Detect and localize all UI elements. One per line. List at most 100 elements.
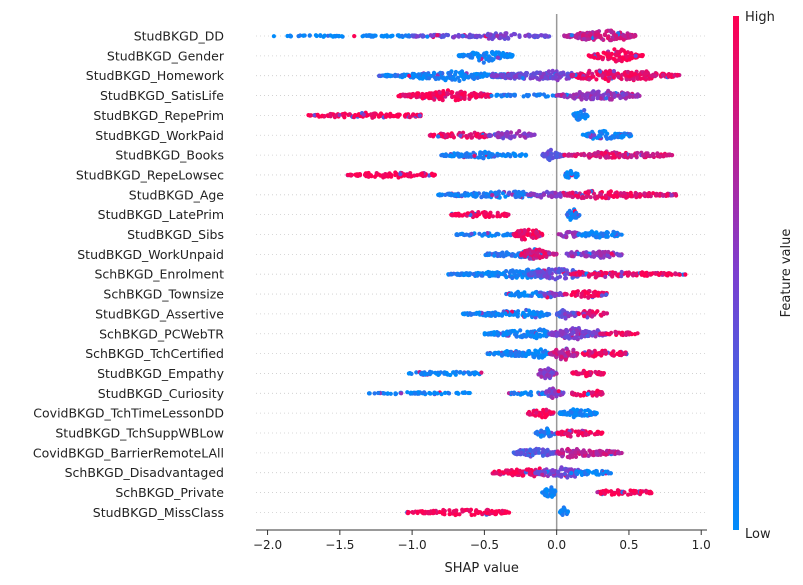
shap-dot xyxy=(615,49,620,55)
shap-dot xyxy=(384,172,390,177)
feature-row-dots xyxy=(482,326,640,342)
shap-dot xyxy=(494,311,499,316)
shap-dot xyxy=(386,113,392,118)
shap-dot xyxy=(585,231,590,236)
shap-dot xyxy=(559,447,565,452)
shap-dot xyxy=(415,91,420,97)
shap-dot xyxy=(584,413,589,418)
shap-dot xyxy=(627,271,632,276)
shap-dot xyxy=(560,454,565,459)
shap-dot xyxy=(641,153,646,158)
feature-row-dots xyxy=(306,108,590,122)
shap-dot xyxy=(521,310,526,315)
shap-dot xyxy=(590,90,595,95)
shap-dot xyxy=(380,173,385,178)
shap-dot xyxy=(639,53,645,58)
shap-dot xyxy=(474,71,479,77)
shap-dot xyxy=(576,194,581,199)
shap-dot xyxy=(536,355,542,360)
shap-dot xyxy=(489,153,494,158)
shap-dot xyxy=(542,329,548,334)
shap-dot xyxy=(468,52,473,57)
shap-dot xyxy=(403,112,408,117)
shap-dot xyxy=(587,189,592,194)
shap-dot xyxy=(503,331,509,336)
shap-dot xyxy=(563,431,568,436)
shap-dot xyxy=(396,175,401,180)
shap-dot xyxy=(559,233,564,238)
shap-dot xyxy=(629,55,635,61)
shap-dot xyxy=(592,55,597,60)
shap-dot xyxy=(569,453,574,458)
shap-dot xyxy=(529,270,534,275)
shap-dot xyxy=(538,434,544,439)
shap-dot xyxy=(339,34,344,39)
shap-dot xyxy=(613,131,618,136)
shap-dot xyxy=(438,70,443,75)
shap-dot xyxy=(540,453,546,458)
shap-dot xyxy=(427,390,432,396)
shap-dot xyxy=(435,33,440,38)
shap-dot xyxy=(383,72,388,78)
shap-dot xyxy=(456,53,461,58)
shap-dot xyxy=(559,350,564,355)
shap-dot xyxy=(510,275,515,281)
shap-dot xyxy=(602,33,608,38)
shap-dot xyxy=(478,155,483,160)
feature-row-dots xyxy=(485,346,629,362)
shap-dot xyxy=(576,311,581,316)
shap-dot xyxy=(479,370,484,375)
shap-dot xyxy=(595,309,600,314)
shap-dot xyxy=(461,77,466,82)
shap-dot xyxy=(497,50,502,56)
shap-dot xyxy=(538,33,544,38)
shap-dot xyxy=(608,189,614,194)
shap-dot xyxy=(455,390,460,395)
shap-dot xyxy=(483,133,488,138)
shap-dot xyxy=(526,133,531,138)
shap-dot xyxy=(579,411,584,416)
shap-dot xyxy=(497,195,502,200)
shap-dot xyxy=(540,429,545,434)
shap-dot xyxy=(513,189,518,194)
shap-dot xyxy=(558,71,563,76)
feature-row-dots xyxy=(366,386,605,400)
shap-dot xyxy=(288,34,293,39)
shap-dot xyxy=(474,191,479,196)
shap-dot xyxy=(594,330,599,336)
shap-dot xyxy=(597,133,602,138)
shap-dot xyxy=(458,272,463,277)
shap-dot xyxy=(600,331,605,337)
shap-dot xyxy=(595,271,601,276)
shap-dot xyxy=(474,132,479,137)
shap-dot xyxy=(624,332,629,337)
shap-dot xyxy=(503,311,508,316)
shap-dot xyxy=(312,113,317,118)
shap-dot xyxy=(526,391,532,396)
shap-dot xyxy=(430,34,435,39)
shap-dot xyxy=(503,153,508,159)
feature-row-dots xyxy=(439,147,675,163)
shap-dot xyxy=(611,75,617,80)
shap-dot xyxy=(595,388,600,393)
shap-dot xyxy=(618,49,623,54)
shap-dot xyxy=(488,32,493,37)
shap-dot xyxy=(478,34,483,39)
shap-dot xyxy=(454,232,459,237)
shap-dot xyxy=(564,235,569,240)
shap-dot xyxy=(465,211,470,216)
shap-dot xyxy=(410,72,415,77)
shap-dot xyxy=(443,390,448,395)
shap-dot xyxy=(615,134,620,139)
shap-dot xyxy=(451,135,456,140)
shap-dot xyxy=(628,33,633,39)
shap-dot xyxy=(569,250,574,255)
shap-dot xyxy=(518,328,523,333)
shap-dot xyxy=(597,370,602,375)
shap-dot xyxy=(517,350,522,355)
shap-dot xyxy=(546,69,552,74)
shap-dot xyxy=(504,250,509,255)
shap-dot xyxy=(441,34,446,39)
shap-dot xyxy=(452,94,457,99)
shap-dot xyxy=(411,112,416,117)
